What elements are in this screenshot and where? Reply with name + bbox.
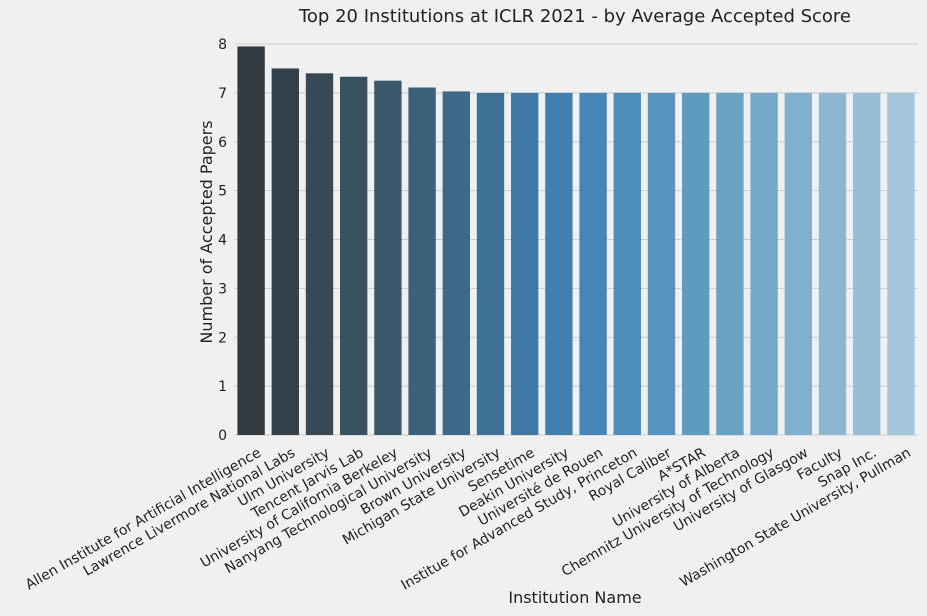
bar	[374, 80, 402, 435]
x-tick-labels: Allen Institute for Artificial Intellige…	[23, 445, 914, 594]
bar	[442, 91, 470, 435]
y-tick-label: 8	[218, 37, 227, 53]
bar	[579, 92, 607, 435]
bar	[682, 92, 710, 435]
y-tick-label: 4	[218, 233, 227, 249]
bar	[408, 87, 436, 435]
y-tick-label: 0	[218, 428, 227, 444]
bar	[305, 73, 334, 435]
grid-lines	[234, 43, 918, 436]
chart-title: Top 20 Institutions at ICLR 2021 - by Av…	[298, 6, 851, 27]
y-tick-label: 1	[218, 379, 227, 395]
y-tick-label: 3	[218, 281, 227, 297]
x-axis-title: Institution Name	[508, 588, 641, 607]
bar	[511, 92, 539, 435]
y-tick-label: 6	[218, 135, 227, 151]
bar	[476, 92, 505, 435]
bar	[784, 92, 812, 435]
bar	[818, 92, 847, 435]
y-tick-labels: 0 1 2 3 4 5 6 7 8	[218, 37, 227, 444]
bar	[545, 92, 573, 435]
y-tick-label: 2	[218, 330, 227, 346]
bar	[271, 68, 299, 435]
bar	[647, 92, 676, 435]
bars	[237, 46, 915, 435]
bar	[750, 92, 778, 435]
bar	[716, 92, 744, 435]
y-axis-title: Number of Accepted Papers	[197, 120, 216, 343]
bar	[613, 92, 641, 435]
bar	[853, 92, 881, 435]
y-tick-label: 5	[218, 184, 227, 200]
y-tick-label: 7	[218, 86, 227, 102]
bar	[887, 92, 915, 435]
bar	[237, 46, 265, 435]
bar	[340, 76, 368, 435]
